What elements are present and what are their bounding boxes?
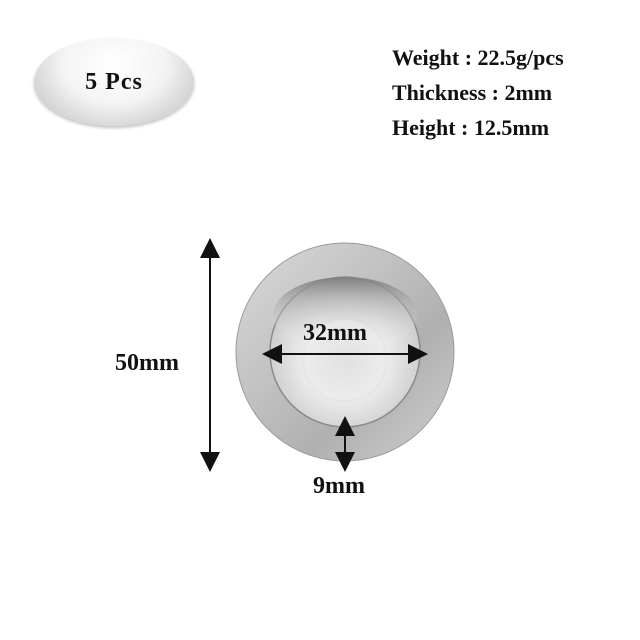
quantity-badge: 5 Pcs (34, 38, 194, 126)
outer-diameter-label: 50mm (115, 350, 179, 376)
quantity-label: 5 Pcs (85, 68, 143, 95)
inner-diameter-label: 32mm (303, 320, 367, 346)
rim-width-label: 9mm (313, 473, 365, 499)
spec-height: Height : 12.5mm (392, 115, 550, 140)
spec-list: Weight : 22.5g/pcs Thickness : 2mm Heigh… (392, 40, 564, 145)
spec-thickness: Thickness : 2mm (392, 80, 553, 105)
spec-weight: Weight : 22.5g/pcs (392, 45, 564, 70)
cup-shadow (273, 277, 417, 353)
